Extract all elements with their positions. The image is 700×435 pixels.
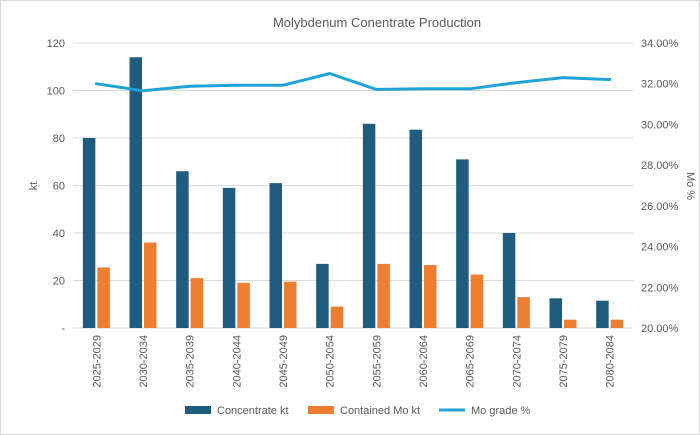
concentrate-bar	[596, 300, 609, 328]
y2-tick-label: 24.00%	[641, 242, 679, 254]
y-tick-label: 80	[53, 133, 65, 145]
concentrate-bar	[362, 123, 376, 328]
x-tick-label: 2040-2044	[231, 335, 243, 388]
legend-swatch	[308, 406, 334, 414]
concentrate-bar	[82, 138, 96, 328]
x-tick-label: 2050-2054	[325, 335, 337, 388]
y2-tick-label: 30.00%	[641, 119, 679, 131]
contained-mo-bar	[470, 274, 484, 328]
x-tick-label: 2030-2034	[138, 335, 150, 388]
x-tick-label: 2035-2039	[185, 335, 197, 388]
y2-tick-label: 20.00%	[641, 323, 679, 335]
legend: Concentrate kt Contained Mo kt Mo grade %	[185, 405, 531, 417]
legend-label: Contained Mo kt	[340, 405, 420, 417]
y-tick-label: 40	[53, 228, 65, 240]
contained-mo-bar	[190, 278, 204, 328]
concentrate-bar	[269, 183, 282, 328]
contained-mo-bar	[564, 319, 577, 328]
y-tick-label: 100	[47, 86, 65, 98]
right-axis-ticks: 20.00% 22.00% 24.00% 26.00% 28.00% 30.00% 32.0…	[641, 38, 679, 335]
concentrate-bar	[176, 171, 189, 328]
left-axis-ticks: - 20 40 60 80 100 120	[47, 38, 66, 335]
legend-swatch	[185, 406, 211, 414]
y-tick-label: -	[61, 323, 65, 335]
x-tick-label: 2060-2064	[418, 335, 430, 388]
concentrate-bar	[456, 159, 469, 328]
concentrate-bar	[502, 233, 516, 328]
x-tick-label: 2065-2069	[465, 335, 477, 388]
contained-mo-bar	[284, 281, 297, 328]
x-tick-label: 2025-2029	[91, 335, 103, 388]
legend-label: Concentrate kt	[217, 405, 289, 417]
x-axis-ticks: 2025-2029 2030-2034 2035-2039 2040-2044 2045…	[91, 335, 616, 388]
x-tick-label: 2045-2049	[278, 335, 290, 388]
contained-mo-bar	[377, 263, 390, 328]
y2-tick-label: 32.00%	[641, 79, 679, 91]
concentrate-bar	[409, 129, 422, 328]
contained-mo-bar	[517, 297, 530, 328]
y-tick-label: 60	[53, 181, 65, 193]
concentrate-bar	[129, 57, 142, 328]
concentrate-bar	[549, 298, 562, 328]
gridlines	[73, 42, 633, 329]
contained-mo-bar	[610, 319, 624, 328]
y2-tick-label: 22.00%	[641, 282, 679, 294]
bar-series	[82, 57, 624, 328]
y-tick-label: 20	[53, 276, 65, 288]
y2-tick-label: 28.00%	[641, 160, 679, 172]
y2-tick-label: 26.00%	[641, 201, 679, 213]
y-axis-label: kt	[28, 182, 40, 191]
x-tick-label: 2070-2074	[511, 335, 523, 388]
mo-grade-line	[94, 72, 612, 93]
concentrate-bar	[222, 187, 236, 328]
y2-axis-label: Mo %	[684, 172, 696, 200]
legend-label: Mo grade %	[471, 405, 531, 417]
x-tick-label: 2055-2059	[371, 335, 383, 388]
chart-title: Molybdenum Conentrate Production	[273, 15, 481, 30]
y-tick-label: 120	[47, 38, 65, 50]
line-series	[94, 72, 612, 93]
y2-tick-label: 34.00%	[641, 38, 679, 50]
concentrate-bar	[316, 263, 329, 328]
contained-mo-bar	[144, 242, 157, 328]
contained-mo-bar	[330, 306, 344, 328]
x-tick-label: 2075-2079	[558, 335, 570, 388]
x-tick-label: 2080-2084	[605, 335, 617, 388]
contained-mo-bar	[424, 265, 437, 328]
contained-mo-bar	[97, 267, 110, 328]
contained-mo-bar	[237, 282, 250, 328]
